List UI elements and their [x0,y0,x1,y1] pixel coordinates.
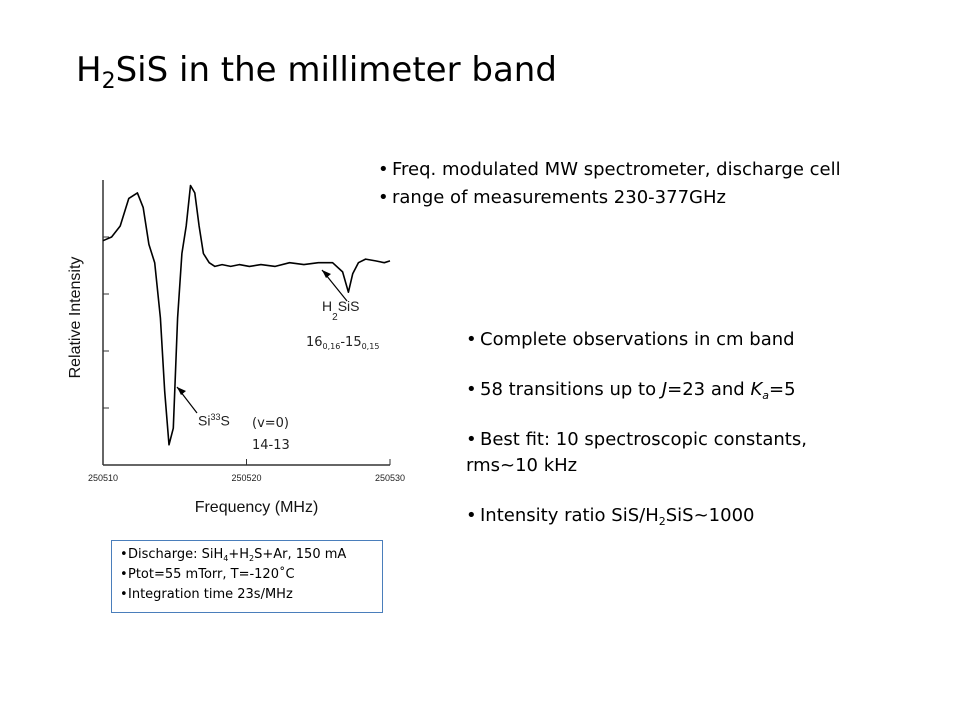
condition-discharge: Discharge: SiH4+H2S+Ar, 150 mA [120,545,382,565]
h2sis-arrow-head [322,270,331,278]
si33s-label: Si33S [198,412,230,429]
bullet-transitions: 58 transitions up to J=23 and Ka=5 [466,377,900,403]
bullet-range: range of measurements 230-377GHz [378,184,841,212]
y-axis-label: Relative Intensity [67,257,84,379]
slide-title: H2SiS in the millimeter band [76,50,557,94]
bullet-spectrometer: Freq. modulated MW spectrometer, dischar… [378,156,841,184]
spectrum-chart: 250510 250520 250530 Frequency (MHz) Relativ… [60,170,420,534]
spectrum-svg: 250510 250520 250530 Frequency (MHz) Relativ… [67,180,405,516]
bullet-best-fit: Best fit: 10 spectroscopic constants,rms… [466,427,900,479]
h2sis-transition-label: 160,16-150,15 [306,335,380,351]
si33s-arrow-head [177,387,186,395]
bullet-intensity-ratio: Intensity ratio SiS/H2SiS~1000 [466,503,900,529]
spectrum-line [102,184,391,446]
x-tick-label: 250520 [231,473,261,483]
x-tick-label: 250530 [375,473,405,483]
right-bullet-list: Complete observations in cm band 58 tran… [466,327,900,553]
condition-integration: Integration time 23s/MHz [120,585,382,605]
x-axis-label: Frequency (MHz) [195,499,319,516]
top-bullet-list: Freq. modulated MW spectrometer, dischar… [378,156,841,212]
conditions-box: Discharge: SiH4+H2S+Ar, 150 mA Ptot=55 m… [111,540,383,613]
x-tick-label: 250510 [88,473,118,483]
si33s-transition-label: 14-13 [252,438,290,453]
vibrational-state-label: (v=0) [252,416,290,431]
condition-pressure: Ptot=55 mTorr, T=-120˚C [120,565,382,585]
h2sis-label: H2SiS [322,298,360,323]
bullet-cm-band: Complete observations in cm band [466,327,900,353]
